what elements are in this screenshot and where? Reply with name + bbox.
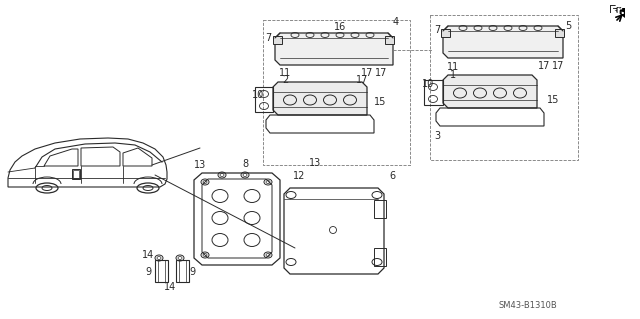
Text: 6: 6 (389, 171, 395, 181)
Text: Fr.: Fr. (609, 5, 623, 15)
Text: 9: 9 (145, 267, 151, 277)
Text: Fr.: Fr. (609, 6, 625, 16)
Bar (374, 200, 386, 218)
Text: 14: 14 (164, 282, 176, 292)
Bar (72, 169, 80, 179)
Text: 17: 17 (361, 68, 373, 78)
Text: 5: 5 (565, 21, 571, 31)
Polygon shape (555, 29, 564, 37)
Bar (263, 20, 410, 165)
Text: 3: 3 (434, 131, 440, 141)
Bar (374, 248, 386, 266)
Bar (73, 170, 79, 178)
Text: 17: 17 (375, 68, 387, 78)
Polygon shape (275, 33, 393, 65)
Text: 13: 13 (309, 158, 321, 168)
Text: 9: 9 (189, 267, 195, 277)
Text: 11: 11 (447, 62, 459, 72)
Text: 13: 13 (194, 160, 206, 170)
Text: 8: 8 (242, 159, 248, 169)
Polygon shape (443, 26, 563, 58)
Text: 7: 7 (434, 25, 440, 35)
Polygon shape (612, 8, 625, 18)
Polygon shape (443, 75, 537, 108)
Text: 12: 12 (293, 171, 305, 181)
Polygon shape (385, 36, 394, 44)
Polygon shape (273, 82, 367, 115)
Polygon shape (441, 29, 450, 37)
Text: 11: 11 (279, 68, 291, 78)
Text: 10: 10 (422, 79, 434, 89)
Text: 15: 15 (547, 95, 559, 105)
Text: 14: 14 (142, 250, 154, 260)
Bar (176, 260, 189, 282)
Text: 17: 17 (356, 75, 368, 85)
Text: 1: 1 (450, 70, 456, 80)
Text: 16: 16 (334, 22, 346, 32)
Bar (430, 15, 578, 160)
Text: 4: 4 (393, 17, 399, 27)
Text: 7: 7 (265, 33, 271, 43)
Text: 2: 2 (282, 75, 288, 85)
Polygon shape (273, 36, 282, 44)
Bar (155, 260, 168, 282)
Text: 17: 17 (552, 61, 564, 71)
Text: SM43-B1310B: SM43-B1310B (499, 300, 557, 309)
Text: 17: 17 (538, 61, 550, 71)
Text: 10: 10 (252, 90, 264, 100)
Text: 15: 15 (374, 97, 386, 107)
